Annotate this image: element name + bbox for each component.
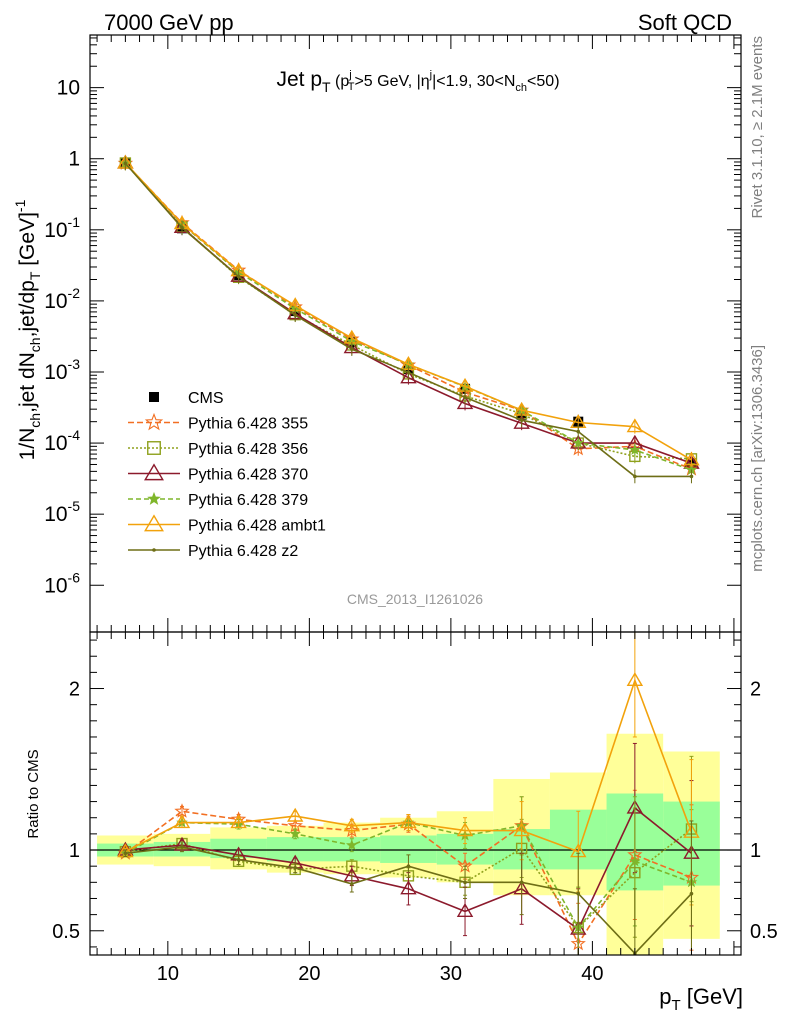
ratio-point-ambt1 <box>456 822 474 837</box>
legend-label-p356: Pythia 6.428 356 <box>188 441 308 458</box>
legend-marker-p356 <box>147 441 161 455</box>
legend-item-p379: Pythia 6.428 379 <box>128 491 308 509</box>
point-p379 <box>572 437 584 448</box>
main-title: Jet pT (pj T>5 GeV, |ηj|<1.9, 30<Nch<50) <box>276 68 559 95</box>
ratio-point-p355 <box>344 822 360 838</box>
ratio-point-ambt1 <box>230 814 247 829</box>
series-z2 <box>123 156 694 484</box>
ratio-point-p370 <box>456 903 474 917</box>
legend-marker-p370 <box>144 463 164 481</box>
legend-item-z2: Pythia 6.428 z2 <box>128 543 298 560</box>
main-panel: CMS Pythia 6.428 355 Pythia 6.428 356 Pythi… <box>12 34 742 633</box>
point-ambt1 <box>626 418 644 433</box>
main-ytick-label: 10-4 <box>44 427 80 455</box>
xtick-label: 30 <box>440 963 462 985</box>
header-left: 7000 GeV pp <box>104 10 234 35</box>
main-ytick-label: 10-1 <box>44 214 80 242</box>
legend-item-ambt1: Pythia 6.428 ambt1 <box>128 514 326 535</box>
ratio-point-z2 <box>123 851 128 856</box>
xtick-label: 10 <box>157 963 179 985</box>
side-label-top: Rivet 3.1.10, ≥ 2.1M events <box>749 36 766 219</box>
point-z2 <box>123 161 128 166</box>
point-z2 <box>689 474 694 479</box>
watermark: CMS_2013_I1261026 <box>347 591 483 607</box>
legend-label-cms: CMS <box>188 390 224 407</box>
ratio-point-ambt1 <box>513 822 530 837</box>
legend-item-cms: CMS <box>149 390 224 407</box>
ratio-point-z2 <box>180 844 184 849</box>
ratio-point-ambt1 <box>286 807 304 822</box>
legend-marker-cms <box>149 392 159 402</box>
main-ytick-label: 10-6 <box>44 569 80 597</box>
xtick-label: 40 <box>581 963 603 985</box>
main-ytick-label: 10-3 <box>44 356 80 384</box>
ratio-series-z2 <box>123 820 694 956</box>
ratio-ytick-label: 1 <box>69 840 80 862</box>
point-z2 <box>350 347 354 351</box>
legend-marker-ambt1 <box>144 514 164 532</box>
ratio-point-ambt1 <box>626 672 644 687</box>
ratio-ytick-label: 0.5 <box>52 921 80 943</box>
legend-marker-p355 <box>144 412 164 431</box>
ratio-point-p379 <box>345 839 358 851</box>
ratio-ytick-label-right: 2 <box>750 679 761 701</box>
ratio-point-z2 <box>293 865 298 870</box>
side-label-bottom: mcplots.cern.ch [arXiv:1306.3436] <box>749 345 766 572</box>
ratio-ytick-label-right: 0.5 <box>750 921 778 943</box>
legend-label-p370: Pythia 6.428 370 <box>188 467 308 484</box>
legend-item-p356: Pythia 6.428 356 <box>128 441 308 458</box>
point-z2 <box>236 274 241 279</box>
ratio-point-z2 <box>350 882 354 886</box>
ratio-point-p379 <box>629 855 641 867</box>
ratio-frame <box>89 631 742 956</box>
ratio-panel: 0.5 0.5 1 1 2 2 10 20 30 40 Ratio to CMS pT [GeV] <box>25 631 778 1014</box>
legend-item-p355: Pythia 6.428 355 <box>128 412 308 433</box>
legend-marker-z2 <box>152 548 156 552</box>
point-p370 <box>513 414 530 429</box>
point-z2 <box>633 474 637 479</box>
point-p370 <box>456 395 474 410</box>
ratio-point-z2 <box>689 891 694 896</box>
main-ytick-label: 1 <box>68 148 80 171</box>
main-ytick-label: 10 <box>57 77 80 100</box>
point-p379 <box>629 444 641 455</box>
point-z2 <box>576 429 581 434</box>
ratio-ytick-label-right: 1 <box>750 840 761 862</box>
point-z2 <box>463 395 467 400</box>
point-z2 <box>293 313 298 317</box>
legend-item-p370: Pythia 6.428 370 <box>128 463 308 484</box>
ratio-point-z2 <box>576 891 581 896</box>
point-p370 <box>400 369 417 384</box>
xtick-label: 20 <box>298 963 320 985</box>
ratio-point-z2 <box>519 880 524 885</box>
ratio-point-p370 <box>400 880 417 895</box>
legend-label-p355: Pythia 6.428 355 <box>188 416 308 433</box>
legend: CMS Pythia 6.428 355 Pythia 6.428 356 Pythi… <box>128 390 326 560</box>
ratio-point-z2 <box>406 864 411 868</box>
ratio-ylabel: Ratio to CMS <box>25 749 42 838</box>
main-ylabel: 1/Nch,jet dNch,jet/dpT [GeV]-1 <box>12 199 43 460</box>
main-ytick-label: 10-5 <box>44 498 80 526</box>
legend-label-z2: Pythia 6.428 z2 <box>188 543 298 560</box>
ratio-point-ambt1 <box>173 814 191 829</box>
ratio-ytick-label: 2 <box>69 679 80 701</box>
legend-marker-p379 <box>147 491 161 505</box>
ratio-point-p379 <box>289 827 301 839</box>
point-z2 <box>406 370 411 375</box>
header-right: Soft QCD <box>638 10 732 35</box>
ratio-point-ambt1 <box>343 817 361 832</box>
main-ytick-label: 10-2 <box>44 285 80 313</box>
ratio-point-ambt1 <box>400 814 417 829</box>
legend-label-p379: Pythia 6.428 379 <box>188 492 308 509</box>
ratio-point-z2 <box>236 857 241 862</box>
point-z2 <box>180 225 184 230</box>
ratio-xlabel: pT [GeV] <box>659 984 743 1014</box>
ratio-point-z2 <box>463 880 467 885</box>
point-z2 <box>519 418 524 422</box>
ratio-point-p355 <box>174 803 190 818</box>
point-ambt1 <box>683 451 700 466</box>
legend-label-ambt1: Pythia 6.428 ambt1 <box>188 518 326 535</box>
